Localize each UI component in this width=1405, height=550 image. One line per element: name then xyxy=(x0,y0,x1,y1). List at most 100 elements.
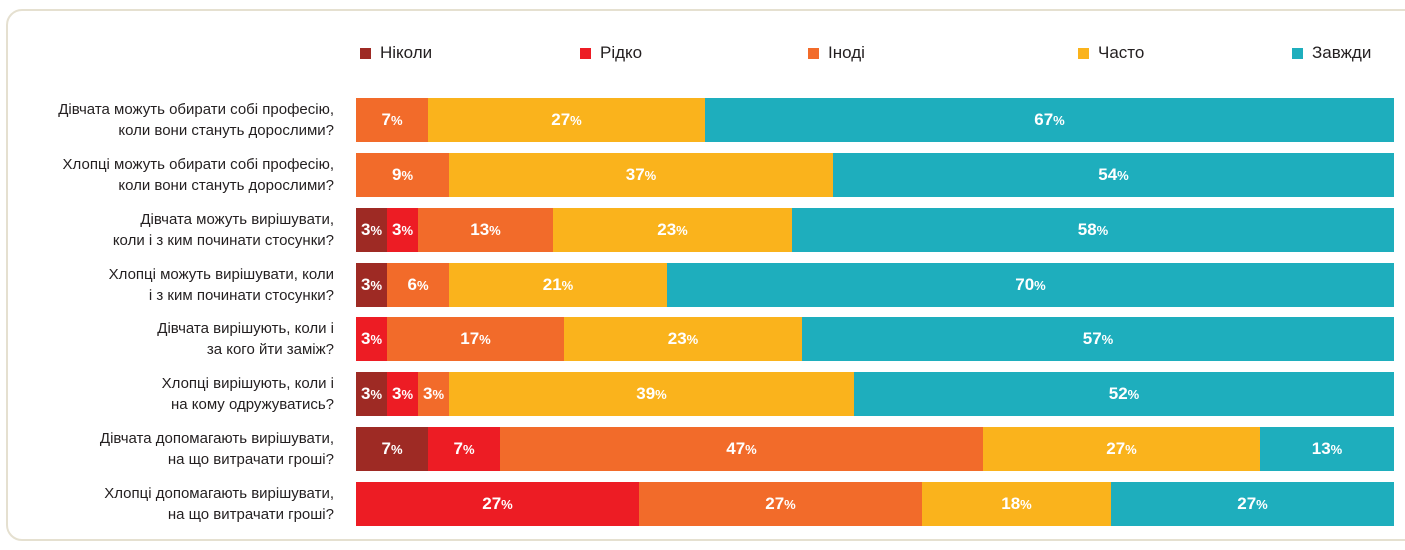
data-label-percent-sign: % xyxy=(1096,222,1109,238)
data-label-value: 21 xyxy=(542,275,562,294)
data-label-value: 7 xyxy=(381,439,391,458)
row-label-4: Дівчата вирішують, коли і за кого йти зам… xyxy=(0,317,334,361)
data-label-percent-sign: % xyxy=(1127,386,1140,402)
data-label-percent-sign: % xyxy=(401,167,414,183)
data-label-value: 18 xyxy=(1001,494,1021,513)
legend-swatch-2 xyxy=(808,47,819,59)
data-label-percent-sign: % xyxy=(401,386,414,402)
data-label-percent-sign: % xyxy=(655,386,667,402)
bar-segment-often: 37% xyxy=(449,153,833,197)
legend-item-0: Ніколи xyxy=(360,42,432,64)
data-label-percent-sign: % xyxy=(462,441,475,457)
data-label-percent-sign: % xyxy=(390,112,403,128)
data-label-value: 39 xyxy=(636,384,656,403)
data-label-value: 3 xyxy=(391,220,402,239)
bar-row-2: 3% 3% 13% 23% 58% xyxy=(356,208,1394,252)
bar-segment-rarely: 3% xyxy=(356,317,387,361)
data-label-percent-sign: % xyxy=(1256,496,1268,512)
data-label-percent-sign: % xyxy=(370,331,383,347)
data-label-value: 3 xyxy=(360,384,371,403)
data-label-value: 37 xyxy=(625,165,645,184)
row-label-5: Хлопці вирішують, коли і на кому одружува… xyxy=(0,372,334,416)
data-label-value: 9 xyxy=(391,165,402,184)
data-label-percent-sign: % xyxy=(390,441,403,457)
data-label-percent-sign: % xyxy=(686,331,699,347)
bar-segment-sometimes: 3% xyxy=(418,372,449,416)
bar-segment-often: 27% xyxy=(983,427,1260,471)
bar-segment-rarely: 7% xyxy=(428,427,500,471)
bar-segment-sometimes: 27% xyxy=(639,482,922,526)
row-label-line: Хлопці можуть вирішувати, коли xyxy=(108,266,334,283)
bar-segment-sometimes: 6% xyxy=(387,263,449,307)
bar-segment-never: 3% xyxy=(356,372,387,416)
data-label-value: 27 xyxy=(1237,494,1257,513)
bar-segment-often: 23% xyxy=(564,317,802,361)
data-label-percent-sign: % xyxy=(1330,441,1343,457)
bar-row-3: 3% 6% 21% 70% xyxy=(356,263,1394,307)
bar-segment-always: 58% xyxy=(792,208,1394,252)
data-label-percent-sign: % xyxy=(1034,277,1046,293)
data-label-percent-sign: % xyxy=(416,277,429,293)
bar-segment-always: 57% xyxy=(802,317,1394,361)
data-label-value: 13 xyxy=(470,220,490,239)
data-label-value: 7 xyxy=(453,439,463,458)
legend-item-3: Часто xyxy=(1078,42,1144,64)
legend-swatch-0 xyxy=(360,47,371,59)
row-label-line: Хлопці можуть обирати собі професію, xyxy=(62,156,334,173)
row-label-6: Дівчата допомагають вирішувати, на що вит… xyxy=(0,427,334,471)
bar-segment-often: 18% xyxy=(922,482,1111,526)
row-label-line: і з ким починати стосунки? xyxy=(148,287,334,304)
data-label-value: 23 xyxy=(657,220,677,239)
data-label-percent-sign: % xyxy=(1117,167,1129,183)
legend-swatch-3 xyxy=(1078,47,1089,59)
data-label-percent-sign: % xyxy=(1101,331,1114,347)
bar-segment-often: 21% xyxy=(449,263,667,307)
bar-segment-often: 27% xyxy=(428,98,705,142)
row-label-line: Дівчата вирішують, коли і xyxy=(157,320,334,337)
data-label-percent-sign: % xyxy=(479,331,491,347)
legend-item-1: Рідко xyxy=(580,42,642,64)
data-label-value: 27 xyxy=(765,494,785,513)
bar-segment-rarely: 3% xyxy=(387,372,418,416)
data-label-percent-sign: % xyxy=(676,222,688,238)
data-label-percent-sign: % xyxy=(561,277,574,293)
bar-segment-always: 54% xyxy=(833,153,1394,197)
bar-segment-rarely: 3% xyxy=(387,208,418,252)
bar-segment-rarely: 27% xyxy=(356,482,639,526)
data-label-value: 3 xyxy=(391,384,402,403)
row-label-line: на що витрачати гроші? xyxy=(167,451,334,468)
bar-row-5: 3% 3% 3% 39% 52% xyxy=(356,372,1394,416)
data-label-value: 54 xyxy=(1098,165,1118,184)
data-label-value: 3 xyxy=(360,275,371,294)
row-label-line: Дівчата можуть вирішувати, xyxy=(140,211,334,228)
bar-segment-often: 39% xyxy=(449,372,854,416)
data-label-value: 57 xyxy=(1082,329,1102,348)
row-label-line: Хлопці вирішують, коли і xyxy=(161,375,334,392)
bar-segment-always: 52% xyxy=(854,372,1394,416)
bar-segment-sometimes: 7% xyxy=(356,98,428,142)
data-label-value: 3 xyxy=(422,384,433,403)
row-label-line: коли вони стануть дорослими? xyxy=(118,122,334,139)
data-label-value: 7 xyxy=(381,110,391,129)
bar-row-7: 27% 27% 18% 27% xyxy=(356,482,1394,526)
data-label-percent-sign: % xyxy=(1020,496,1032,512)
bar-row-0: 7% 27% 67% xyxy=(356,98,1394,142)
bar-segment-always: 13% xyxy=(1260,427,1394,471)
data-label-value: 52 xyxy=(1108,384,1128,403)
data-label-percent-sign: % xyxy=(1125,441,1137,457)
data-label-value: 6 xyxy=(407,275,417,294)
data-label-percent-sign: % xyxy=(570,112,582,128)
data-label-value: 3 xyxy=(360,329,371,348)
bar-segment-never: 7% xyxy=(356,427,428,471)
bar-segment-always: 70% xyxy=(667,263,1394,307)
data-label-value: 27 xyxy=(1106,439,1126,458)
row-label-line: коли вони стануть дорослими? xyxy=(118,177,334,194)
data-label-percent-sign: % xyxy=(370,386,383,402)
data-label-percent-sign: % xyxy=(489,222,501,238)
row-label-line: за кого йти заміж? xyxy=(206,341,334,358)
bar-segment-sometimes: 9% xyxy=(356,153,449,197)
data-label-percent-sign: % xyxy=(370,277,383,293)
bar-row-6: 7% 7% 47% 27% 13% xyxy=(356,427,1394,471)
data-label-percent-sign: % xyxy=(644,167,657,183)
legend-label-2: Іноді xyxy=(828,43,865,62)
